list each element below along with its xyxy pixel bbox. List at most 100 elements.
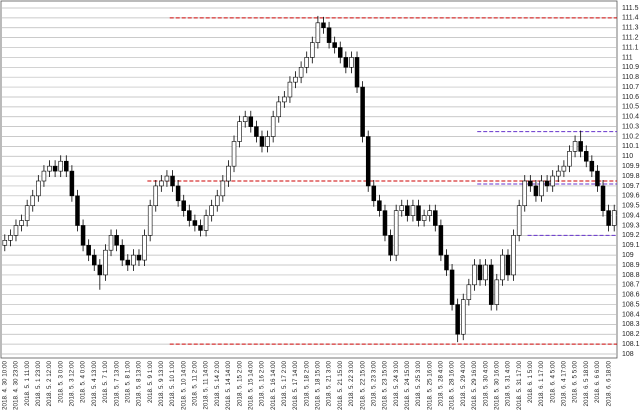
candle-body (337, 47, 343, 58)
y-tick-label: 108.6 (622, 292, 640, 299)
candle-body (86, 244, 91, 256)
y-tick-label: 111.3 (622, 25, 639, 32)
y-tick-label: 108.7 (622, 282, 640, 289)
x-tick-label: 2018. 5. 28 4:00 (438, 361, 445, 407)
candle-body (142, 235, 147, 261)
candle-body (310, 42, 315, 58)
candle-body (237, 121, 242, 142)
candle-body (36, 180, 41, 197)
x-tick-label: 2018. 5. 18 2:00 (303, 361, 310, 407)
candle-body (410, 205, 416, 216)
candle-body (539, 180, 544, 197)
candle-body (516, 205, 522, 236)
candle-body (533, 185, 539, 197)
candle-body (589, 160, 595, 172)
candle-body (438, 225, 444, 256)
candle-body (371, 185, 377, 202)
y-tick-label: 109.2 (622, 232, 640, 239)
plot-frame (0, 0, 618, 359)
candle-body (466, 284, 472, 300)
candle-body (287, 81, 293, 98)
x-tick-label: 2018. 5. 24 3:00 (393, 361, 400, 407)
candle-body (572, 141, 578, 152)
candle-body (69, 170, 75, 197)
y-tick-label: 108 (622, 351, 634, 358)
candle-body (421, 215, 427, 221)
x-tick-label: 2018. 5. 25 16:00 (426, 361, 433, 411)
candle-body (583, 151, 589, 162)
candle-body (567, 151, 572, 167)
candle-body (19, 220, 24, 226)
y-tick-label: 110.6 (622, 94, 639, 101)
candle-body (500, 254, 505, 281)
x-tick-label: 2018. 6. 6 18:00 (605, 361, 612, 407)
x-tick-label: 2018. 5. 4 0:00 (80, 361, 87, 404)
candle-body (248, 116, 254, 127)
candle-body (175, 185, 181, 202)
candle-body (58, 160, 63, 172)
candle-body (198, 225, 203, 231)
candle-body (393, 210, 399, 256)
x-tick-label: 2018. 6. 1 5:00 (527, 361, 534, 404)
candle-body (315, 22, 321, 43)
candle-body (125, 259, 131, 266)
candle-body (298, 67, 304, 78)
candle-body (24, 205, 30, 221)
x-tick-label: 2018. 5. 3 12:00 (69, 361, 76, 407)
candle-body (192, 220, 198, 226)
x-tick-label: 2018. 5. 17 2:00 (281, 361, 288, 407)
candle-body (427, 210, 432, 216)
y-tick-label: 111.5 (622, 5, 639, 12)
y-tick-label: 110.7 (622, 84, 639, 91)
candle-body (254, 126, 259, 137)
x-tick-label: 2018. 5. 30 16:00 (493, 361, 500, 411)
candle-body (326, 27, 332, 43)
y-tick-label: 109.3 (622, 222, 640, 229)
x-tick-label: 2018. 5. 14 14:00 (225, 361, 232, 411)
x-tick-label: 2018. 5. 7 1:00 (102, 361, 109, 404)
candle-body (265, 136, 270, 147)
candle-body (449, 269, 455, 305)
candle-body (349, 57, 354, 68)
x-tick-label: 2018. 4. 30 10:00 (1, 361, 8, 411)
candle-body (75, 195, 80, 226)
candle-body (8, 235, 13, 241)
y-tick-label: 110.3 (622, 123, 639, 130)
candle-body (270, 116, 276, 137)
candle-body (304, 57, 309, 68)
x-tick-label: 2018. 5. 10 14:00 (180, 361, 187, 411)
candle-body (181, 200, 186, 211)
x-tick-label: 2018. 5. 18 15:00 (315, 361, 322, 411)
candle-body (377, 200, 382, 211)
candle-body (97, 264, 103, 276)
candle-body (511, 235, 516, 276)
x-tick-label: 2018. 5. 1 11:00 (24, 361, 31, 407)
candle-body (164, 175, 170, 182)
x-tick-label: 2018. 5. 29 16:00 (471, 361, 478, 411)
y-tick-label: 110.5 (622, 104, 639, 111)
candle-body (226, 165, 231, 182)
x-tick-label: 2018. 5. 15 14:00 (247, 361, 254, 411)
y-tick-label: 108.2 (622, 331, 640, 338)
candle-body (80, 225, 86, 246)
x-tick-label: 2018. 6. 1 17:00 (538, 361, 545, 407)
candle-body (153, 185, 159, 207)
x-tick-label: 2018. 5. 23 15:00 (382, 361, 389, 411)
x-tick-label: 2018. 5. 16 2:00 (259, 361, 266, 407)
y-tick-label: 109.9 (622, 163, 640, 170)
candle-body (477, 264, 483, 281)
candle-body (108, 235, 114, 251)
y-tick-label: 108.8 (622, 272, 640, 279)
y-tick-label: 108.5 (622, 301, 640, 308)
candle-body (332, 42, 337, 48)
y-tick-label: 109.6 (622, 193, 640, 200)
x-tick-label: 2018. 5. 23 3:00 (370, 361, 377, 407)
x-tick-label: 2018. 5. 30 4:00 (482, 361, 489, 407)
y-tick-label: 108.9 (622, 262, 640, 269)
candle-body (600, 185, 606, 211)
candle-body (114, 235, 119, 246)
candle-body (103, 249, 108, 276)
x-tick-label: 2018. 5. 8 13:00 (136, 361, 143, 407)
x-tick-label: 2018. 5. 16 14:00 (270, 361, 277, 411)
x-tick-label: 2018. 5. 31 4:00 (505, 361, 512, 407)
